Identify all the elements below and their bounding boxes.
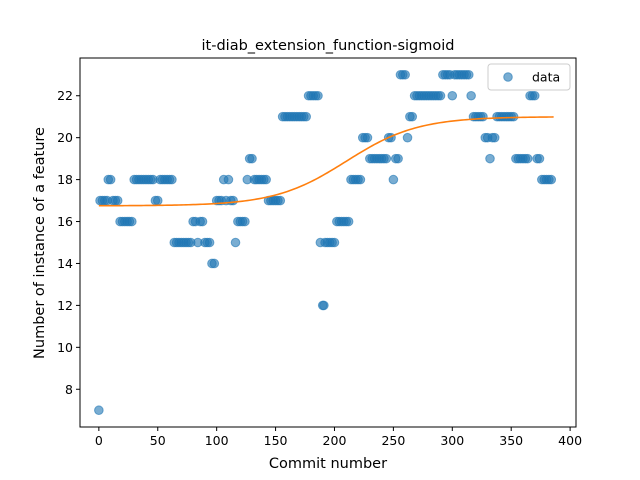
data-point — [197, 216, 208, 227]
data-point — [529, 90, 540, 101]
fit-line — [98, 116, 554, 207]
data-point — [223, 174, 234, 185]
x-axis-label: Commit number — [269, 456, 387, 472]
x-tick-label: 150 — [264, 433, 288, 448]
data-point — [275, 195, 286, 206]
data-point — [362, 132, 373, 143]
y-axis-label: Number of instance of a feature — [32, 127, 48, 359]
data-point — [209, 258, 220, 269]
x-tick-label: 400 — [558, 433, 582, 448]
data-point — [400, 69, 410, 80]
data-point — [230, 237, 241, 248]
y-tick-label: 22 — [57, 88, 73, 103]
data-point — [478, 111, 488, 122]
data-point — [319, 300, 329, 311]
data-point — [447, 90, 458, 101]
data-point — [485, 153, 495, 164]
legend-label: data — [532, 70, 560, 85]
x-tick-label: 250 — [381, 433, 405, 448]
y-tick-label: 8 — [65, 382, 73, 397]
data-point — [127, 216, 137, 227]
data-point — [94, 405, 104, 416]
data-point — [402, 132, 413, 143]
data-point — [381, 153, 392, 164]
data-point — [489, 132, 500, 143]
data-point — [204, 237, 215, 248]
data-point — [407, 111, 418, 122]
data-points — [94, 69, 557, 416]
data-point — [167, 174, 177, 185]
data-point — [522, 153, 533, 164]
data-point — [393, 153, 403, 164]
data-point — [301, 111, 312, 122]
x-tick-label: 350 — [499, 433, 523, 448]
data-point — [240, 216, 250, 227]
data-point — [261, 174, 271, 185]
x-tick-label: 0 — [95, 433, 103, 448]
legend-marker — [503, 72, 513, 82]
y-tick-label: 16 — [57, 214, 73, 229]
data-point — [355, 174, 366, 185]
y-tick-label: 12 — [57, 298, 73, 313]
x-tick-label: 50 — [150, 433, 166, 448]
data-point — [343, 216, 354, 227]
y-tick-label: 20 — [57, 130, 73, 145]
y-tick-label: 18 — [57, 172, 73, 187]
data-point — [329, 237, 340, 248]
x-tick-label: 100 — [205, 433, 229, 448]
y-tick-label: 10 — [57, 340, 73, 355]
data-point — [546, 174, 557, 185]
x-tick-label: 200 — [323, 433, 347, 448]
data-point — [105, 174, 116, 185]
legend: data — [487, 63, 571, 91]
data-point — [247, 153, 257, 164]
data-point — [534, 153, 545, 164]
data-point — [313, 90, 323, 101]
plot-area — [79, 57, 577, 428]
data-point — [435, 90, 446, 101]
y-tick-label: 14 — [57, 256, 73, 271]
data-point — [466, 90, 476, 101]
x-axis: 0 50 100 150 200 250 300 350 400 — [95, 427, 582, 448]
data-point — [152, 195, 163, 206]
data-point — [388, 174, 399, 185]
data-point — [112, 195, 123, 206]
plot-frame — [79, 57, 577, 428]
chart-title: it-diab_extension_function-sigmoid — [202, 38, 455, 54]
y-axis: 8 10 12 14 16 18 20 22 — [57, 88, 80, 397]
data-point — [228, 195, 238, 206]
data-point — [463, 69, 474, 80]
legend-box — [487, 63, 571, 91]
x-tick-label: 300 — [440, 433, 464, 448]
